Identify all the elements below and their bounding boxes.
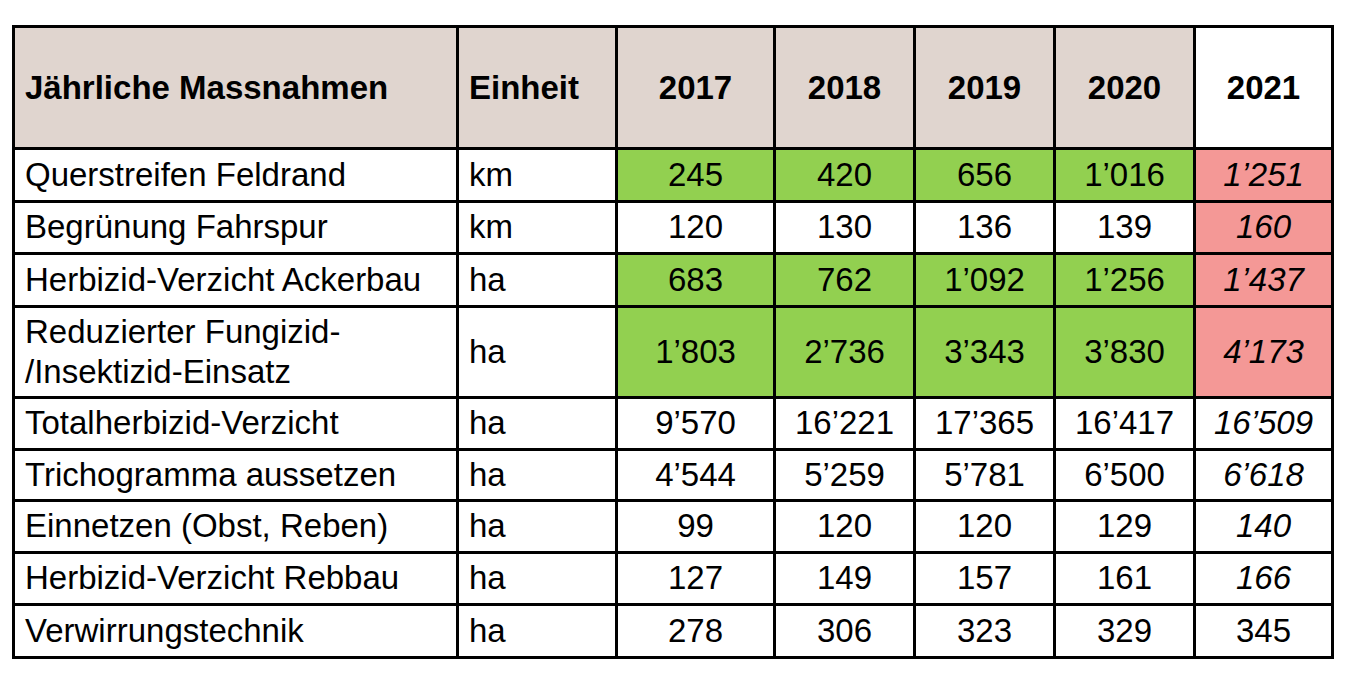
col-header-2019: 2019	[915, 27, 1055, 149]
value-cell: 1’016	[1055, 149, 1195, 202]
value-cell: 127	[617, 552, 775, 604]
value-cell: 166	[1195, 552, 1333, 604]
col-header-2020: 2020	[1055, 27, 1195, 149]
table-row: Begrünung Fahrspur km 120 130 136 139 16…	[14, 201, 1333, 254]
row-label: Querstreifen Feldrand	[14, 149, 458, 202]
row-label: Reduzierter Fungizid- /Insektizid-Einsat…	[14, 306, 458, 397]
unit-cell: ha	[458, 552, 617, 604]
unit-cell: km	[458, 201, 617, 254]
row-label: Einnetzen (Obst, Reben)	[14, 501, 458, 553]
value-cell: 3’343	[915, 306, 1055, 397]
value-cell: 656	[915, 149, 1055, 202]
value-cell: 762	[775, 254, 915, 307]
value-cell: 420	[775, 149, 915, 202]
value-cell: 4’173	[1195, 306, 1333, 397]
table-row: Verwirrungstechnik ha 278 306 323 329 34…	[14, 604, 1333, 657]
value-cell: 1’803	[617, 306, 775, 397]
table-row: Einnetzen (Obst, Reben) ha 99 120 120 12…	[14, 501, 1333, 553]
value-cell: 683	[617, 254, 775, 307]
value-cell: 16’509	[1195, 397, 1333, 449]
value-cell: 245	[617, 149, 775, 202]
value-cell: 4’544	[617, 449, 775, 501]
value-cell: 120	[775, 501, 915, 553]
unit-cell: ha	[458, 397, 617, 449]
value-cell: 1’437	[1195, 254, 1333, 307]
value-cell: 136	[915, 201, 1055, 254]
col-header-measures: Jährliche Massnahmen	[14, 27, 458, 149]
row-label: Verwirrungstechnik	[14, 604, 458, 657]
unit-cell: ha	[458, 501, 617, 553]
table-row: Querstreifen Feldrand km 245 420 656 1’0…	[14, 149, 1333, 202]
value-cell: 6’618	[1195, 449, 1333, 501]
value-cell: 160	[1195, 201, 1333, 254]
value-cell: 120	[617, 201, 775, 254]
unit-cell: ha	[458, 254, 617, 307]
value-cell: 129	[1055, 501, 1195, 553]
value-cell: 16’221	[775, 397, 915, 449]
unit-cell: ha	[458, 306, 617, 397]
value-cell: 130	[775, 201, 915, 254]
unit-cell: ha	[458, 604, 617, 657]
value-cell: 17’365	[915, 397, 1055, 449]
row-label: Totalherbizid-Verzicht	[14, 397, 458, 449]
col-header-2018: 2018	[775, 27, 915, 149]
col-header-2021: 2021	[1195, 27, 1333, 149]
annual-measures-table: Jährliche Massnahmen Einheit 2017 2018 2…	[12, 25, 1334, 659]
value-cell: 278	[617, 604, 775, 657]
value-cell: 5’259	[775, 449, 915, 501]
col-header-unit: Einheit	[458, 27, 617, 149]
unit-cell: ha	[458, 449, 617, 501]
unit-cell: km	[458, 149, 617, 202]
value-cell: 323	[915, 604, 1055, 657]
table-row: Totalherbizid-Verzicht ha 9’570 16’221 1…	[14, 397, 1333, 449]
value-cell: 1’251	[1195, 149, 1333, 202]
value-cell: 2’736	[775, 306, 915, 397]
value-cell: 306	[775, 604, 915, 657]
row-label: Herbizid-Verzicht Rebbau	[14, 552, 458, 604]
table-row: Herbizid-Verzicht Rebbau ha 127 149 157 …	[14, 552, 1333, 604]
value-cell: 120	[915, 501, 1055, 553]
col-header-2017: 2017	[617, 27, 775, 149]
header-row: Jährliche Massnahmen Einheit 2017 2018 2…	[14, 27, 1333, 149]
row-label: Herbizid-Verzicht Ackerbau	[14, 254, 458, 307]
value-cell: 139	[1055, 201, 1195, 254]
row-label: Begrünung Fahrspur	[14, 201, 458, 254]
value-cell: 6’500	[1055, 449, 1195, 501]
value-cell: 1’092	[915, 254, 1055, 307]
value-cell: 140	[1195, 501, 1333, 553]
value-cell: 1’256	[1055, 254, 1195, 307]
value-cell: 157	[915, 552, 1055, 604]
value-cell: 149	[775, 552, 915, 604]
value-cell: 16’417	[1055, 397, 1195, 449]
table-row: Trichogramma aussetzen ha 4’544 5’259 5’…	[14, 449, 1333, 501]
value-cell: 329	[1055, 604, 1195, 657]
value-cell: 9’570	[617, 397, 775, 449]
value-cell: 99	[617, 501, 775, 553]
value-cell: 3’830	[1055, 306, 1195, 397]
value-cell: 345	[1195, 604, 1333, 657]
table-row: Herbizid-Verzicht Ackerbau ha 683 762 1’…	[14, 254, 1333, 307]
table-row: Reduzierter Fungizid- /Insektizid-Einsat…	[14, 306, 1333, 397]
row-label: Trichogramma aussetzen	[14, 449, 458, 501]
value-cell: 5’781	[915, 449, 1055, 501]
value-cell: 161	[1055, 552, 1195, 604]
